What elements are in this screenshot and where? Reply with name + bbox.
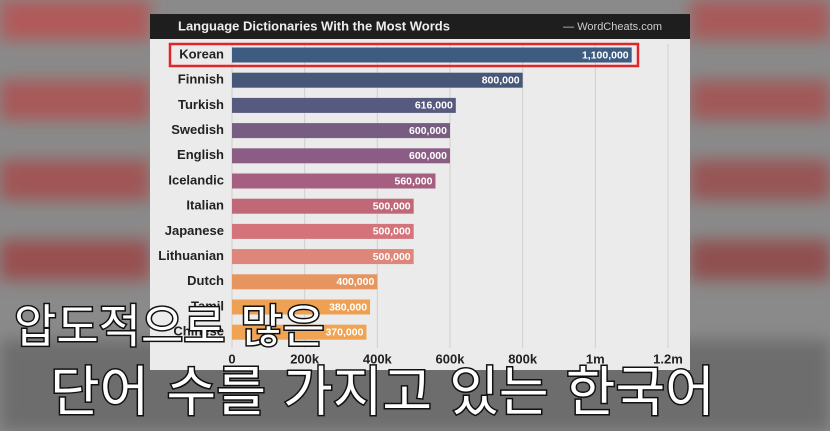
chart-source: — WordCheats.com (563, 21, 662, 33)
value-label: 380,000 (329, 301, 367, 313)
category-label: Tamil (191, 298, 224, 313)
chart-header (150, 14, 690, 39)
value-label: 800,000 (482, 74, 520, 86)
value-label: 500,000 (373, 226, 411, 238)
plot: 0 200k 400k 600k 800k 1m 1.2m Korean 1,100,000 Fi… (158, 42, 683, 366)
bar (232, 173, 436, 189)
bar (232, 123, 450, 139)
category-label: Swedish (171, 122, 224, 137)
category-label: Japanese (165, 223, 224, 238)
bar (232, 274, 378, 290)
bar (232, 97, 456, 113)
category-label: Chinese (173, 324, 224, 339)
x-tick-label: 1m (586, 351, 605, 366)
caption: 단어 수를 가지고 있는 한국어 (50, 361, 715, 424)
value-label: 1,100,000 (582, 49, 629, 61)
value-label: 616,000 (415, 100, 453, 112)
value-label: 600,000 (409, 150, 447, 162)
bar (232, 249, 414, 265)
chart-title: Language Dictionaries With the Most Word… (178, 18, 450, 33)
bar (232, 223, 414, 239)
x-tick-label: 400k (363, 351, 393, 366)
value-label: 600,000 (409, 125, 447, 137)
bar (232, 72, 523, 88)
bar (232, 299, 371, 315)
value-label: 370,000 (325, 326, 363, 338)
value-label: 400,000 (336, 276, 374, 288)
x-tick-label: 200k (290, 351, 320, 366)
x-tick-label: 600k (436, 351, 466, 366)
x-tick-label: 0 (228, 351, 235, 366)
highlight-box (168, 42, 640, 68)
x-tick-label: 800k (508, 351, 538, 366)
x-tick-label: 1.2m (653, 351, 683, 366)
value-label: 560,000 (394, 175, 432, 187)
value-label: 500,000 (373, 251, 411, 263)
bar (232, 324, 367, 340)
category-label: Lithuanian (158, 248, 224, 263)
category-label: English (177, 147, 224, 162)
category-label: Turkish (178, 97, 224, 112)
category-label: Korean (179, 46, 224, 61)
bar (232, 198, 414, 214)
bar (232, 47, 632, 63)
bar (232, 148, 450, 164)
value-label: 500,000 (373, 200, 411, 212)
caption: 압도적으로 많은 (14, 300, 325, 354)
category-label: Italian (186, 198, 224, 213)
category-label: Dutch (187, 273, 224, 288)
category-label: Icelandic (168, 172, 224, 187)
category-label: Finnish (178, 72, 224, 87)
